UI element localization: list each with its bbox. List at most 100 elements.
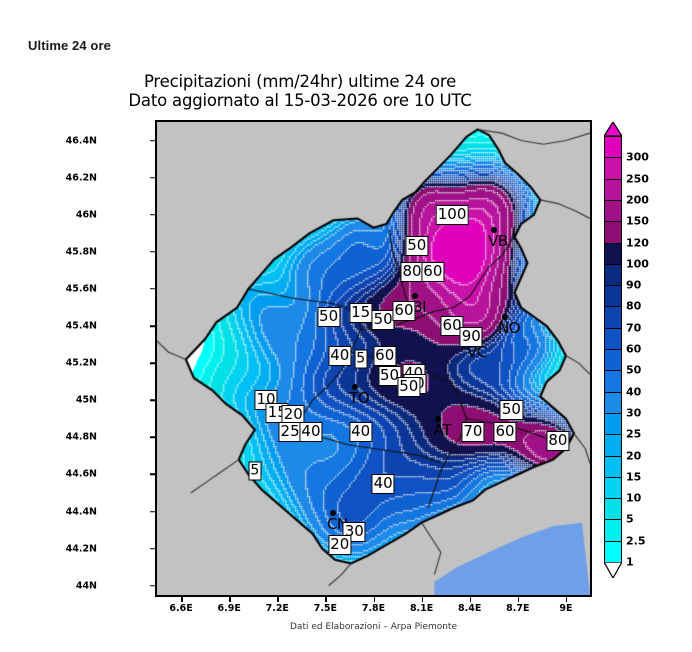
colorbar-swatch	[604, 178, 622, 201]
y-tick-mark	[150, 399, 155, 401]
x-tick-mark	[373, 597, 375, 602]
colorbar-tick-label: 25	[626, 427, 642, 441]
x-tick-mark	[469, 597, 472, 602]
y-tick-label: 46N	[75, 209, 97, 221]
y-tick-label: 44.8N	[65, 431, 97, 443]
chart-title-block: Precipitazioni (mm/24hr) ultime 24 ore D…	[0, 72, 600, 110]
city-label: TO	[349, 389, 370, 408]
contour-value-label: 60	[421, 262, 445, 283]
contour-value-label: 60	[392, 301, 416, 322]
y-tick-mark	[150, 547, 155, 550]
figure-credit: Dati ed Elaborazioni – Arpa Piemonte	[290, 622, 457, 632]
contour-value-label: 60	[373, 345, 397, 366]
contour-value-label: 50	[405, 236, 429, 257]
colorbar-swatch	[604, 455, 622, 478]
x-tick-label: 9E	[559, 603, 573, 614]
colorbar-swatch	[604, 412, 622, 436]
city-label: VB	[487, 231, 508, 250]
colorbar-swatch	[604, 349, 622, 372]
colorbar-swatch	[604, 285, 622, 308]
city-marker-dot	[412, 293, 419, 300]
colorbar-tick-label: 60	[626, 342, 642, 356]
colorbar-tick-label: 90	[626, 278, 642, 292]
city-marker-dot	[330, 510, 337, 517]
page-title: Ultime 24 ore	[28, 38, 111, 53]
y-tick-label: 44.6N	[65, 468, 97, 480]
colorbar-swatch	[604, 434, 622, 457]
contour-value-label: 50	[317, 306, 341, 327]
colorbar-swatch	[604, 199, 622, 223]
contour-value-label: 100	[435, 204, 469, 225]
colorbar-swatch	[604, 136, 622, 159]
contour-value-label: 80	[546, 431, 570, 452]
colorbar-swatch	[604, 306, 622, 329]
y-tick-mark	[150, 325, 155, 327]
colorbar-tick-label: 300	[626, 150, 649, 164]
city-marker-dot	[352, 384, 359, 391]
contour-value-label: 15	[349, 303, 373, 324]
colorbar-swatch	[604, 327, 622, 351]
y-tick-label: 46.4N	[65, 135, 97, 147]
x-tick-mark	[565, 597, 568, 602]
x-tick-mark	[181, 597, 183, 602]
contour-value-label: 25	[278, 421, 302, 442]
city-label: AT	[433, 420, 452, 439]
contour-value-label: 40	[349, 421, 373, 442]
x-tick-label: 8.7E	[506, 603, 530, 614]
city-marker-dot	[435, 415, 442, 422]
colorbar-swatch	[604, 476, 622, 500]
contour-value-label: 70	[461, 421, 485, 442]
y-tick-mark	[150, 473, 155, 476]
y-tick-mark	[150, 362, 155, 364]
colorbar-legend: 1 2.5 5 10 15 20 25 30 40 50 60 70 80 90 100 120 150 200 2…	[601, 118, 687, 608]
contour-value-label: 50	[371, 310, 395, 331]
colorbar-tick-label: 200	[626, 193, 649, 207]
colorbar-under-arrow	[602, 561, 624, 580]
contour-value-label: 60	[493, 421, 517, 442]
chart-subtitle: Dato aggiornato al 15-03-2026 ore 10 UTC	[128, 91, 472, 110]
x-tick-mark	[229, 597, 231, 602]
y-tick-label: 45.6N	[65, 283, 97, 295]
colorbar-swatch	[604, 221, 622, 244]
map-plot-area[interactable]: TOATALCNNOVCBIVB100806050501550606090405…	[155, 120, 592, 597]
colorbar-tick-label: 70	[626, 321, 642, 335]
y-tick-mark	[150, 139, 155, 142]
y-tick-label: 44.2N	[65, 543, 97, 555]
x-tick-label: 7.8E	[361, 603, 386, 614]
city-marker-dot	[490, 226, 497, 233]
city-label: VC	[467, 342, 487, 361]
colorbar-tick-label: 30	[626, 406, 642, 420]
x-tick-label: 6.6E	[169, 603, 193, 614]
y-tick-label: 45.8N	[65, 246, 97, 258]
contour-value-label: 50	[499, 399, 523, 420]
x-tick-label: 7.2E	[265, 603, 289, 614]
y-tick-label: 45.2N	[65, 357, 97, 369]
colorbar-swatch	[604, 263, 622, 287]
y-tick-mark	[150, 510, 155, 513]
x-tick-label: 6.9E	[217, 603, 241, 614]
y-tick-mark	[150, 213, 155, 216]
contour-value-label: 40	[371, 473, 395, 494]
y-tick-label: 44N	[75, 580, 97, 592]
y-tick-mark	[150, 288, 155, 290]
contour-value-label: 5	[248, 461, 262, 481]
colorbar-tick-label: 40	[626, 385, 642, 399]
chart-title: Precipitazioni (mm/24hr) ultime 24 ore	[143, 72, 457, 91]
colorbar-swatch	[604, 498, 622, 521]
x-tick-label: 7.5E	[313, 603, 338, 614]
city-label: NO	[497, 318, 521, 337]
contour-value-label: 20	[328, 534, 352, 555]
colorbar-tick-label: 150	[626, 214, 649, 228]
contour-value-label: 50	[377, 366, 402, 387]
colorbar-tick-label: 1	[626, 555, 634, 569]
y-tick-mark	[150, 584, 155, 587]
colorbar-tick-label: 20	[626, 449, 642, 462]
colorbar-tick-label: 5	[626, 512, 634, 526]
city-marker-dot	[502, 313, 508, 320]
colorbar-swatch	[604, 540, 622, 564]
contour-value-label: 5	[354, 349, 368, 369]
x-tick-label: 8.1E	[409, 603, 434, 614]
colorbar-tick-label: 50	[626, 363, 642, 377]
colorbar-swatch	[604, 157, 622, 180]
colorbar-over-arrow	[602, 120, 624, 137]
